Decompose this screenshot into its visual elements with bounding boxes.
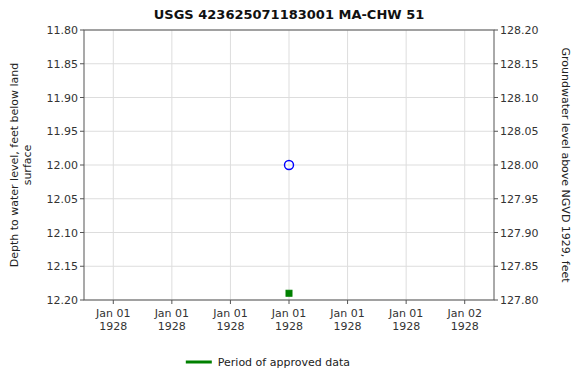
tick [494, 63, 498, 64]
text-line: 1928 [158, 320, 186, 333]
tick [80, 266, 84, 267]
tick-label: 11.90 [47, 92, 79, 105]
text-line: Jan 01 [271, 307, 306, 320]
x-axis: Jan 011928Jan 011928Jan 011928Jan 011928… [95, 300, 482, 333]
point [286, 290, 292, 296]
tick-label: 12.10 [47, 227, 79, 240]
tick-label: Jan 011928 [95, 307, 130, 333]
grid-line [171, 30, 172, 300]
tick-label: 127.80 [500, 294, 539, 307]
text-line: Jan 01 [212, 307, 247, 320]
text-line: Jan 02 [446, 307, 481, 320]
tick [494, 165, 498, 166]
tick [494, 131, 498, 132]
tick-label: Jan 011928 [271, 307, 306, 333]
point [285, 161, 294, 170]
tick-label: Jan 021928 [446, 307, 481, 333]
text-line: Jan 01 [154, 307, 189, 320]
tick-label: Jan 011928 [329, 307, 364, 333]
tick-label: 11.95 [47, 125, 79, 138]
text-line: 1928 [99, 320, 127, 333]
grid-line [113, 30, 114, 300]
tick-label: 127.95 [500, 193, 539, 206]
text-line: 1928 [216, 320, 244, 333]
tick [171, 300, 172, 304]
legend-label: Period of approved data [218, 356, 350, 369]
y2-axis-label: Groundwater level above NGVD 1929, feet [559, 47, 572, 283]
y2-axis: 128.20 128.15 128.10 128.05 128.00 127.95 127.… [494, 24, 539, 307]
tick-label: 128.00 [500, 159, 539, 172]
text-line: Jan 01 [388, 307, 423, 320]
tick-label: 12.20 [47, 294, 79, 307]
tick [80, 63, 84, 64]
grid-line [230, 30, 231, 300]
grid [84, 30, 494, 300]
tick [80, 131, 84, 132]
tick [289, 300, 290, 304]
tick-label: 11.85 [47, 58, 79, 71]
marks [285, 161, 294, 297]
tick [494, 232, 498, 233]
tick [494, 300, 498, 301]
y-axis-label: Depth to water level, feet below landsur… [8, 63, 34, 268]
grid-line [289, 30, 290, 300]
tick-label: 12.00 [47, 159, 79, 172]
tick [80, 198, 84, 199]
text-line: 1928 [392, 320, 420, 333]
legend: Period of approved data [186, 356, 350, 369]
tick-label: 128.20 [500, 24, 539, 37]
text-line: Jan 01 [95, 307, 130, 320]
tick-label: 127.85 [500, 260, 539, 273]
text-line: 1928 [275, 320, 303, 333]
tick [80, 97, 84, 98]
tick [464, 300, 465, 304]
tick [80, 232, 84, 233]
text-line: Depth to water level, feet below land [8, 63, 21, 268]
grid-line [406, 30, 407, 300]
tick-label: 127.90 [500, 227, 539, 240]
tick-label: Jan 011928 [212, 307, 247, 333]
tick-label: Jan 011928 [154, 307, 189, 333]
grid-line [464, 30, 465, 300]
tick [347, 300, 348, 304]
tick-label: 11.80 [47, 24, 79, 37]
text-line: 1928 [451, 320, 479, 333]
text-line: Jan 01 [329, 307, 364, 320]
tick [494, 30, 498, 31]
grid-line [347, 30, 348, 300]
text-line: surface [21, 144, 34, 185]
tick [80, 300, 84, 301]
background [0, 0, 576, 384]
plot-frame [84, 30, 494, 300]
tick-label: 128.10 [500, 92, 539, 105]
tick [406, 300, 407, 304]
tick-label: 128.05 [500, 125, 539, 138]
legend-swatch [186, 361, 212, 364]
title: USGS 423625071183001 MA-CHW 51 [154, 7, 424, 22]
tick [494, 266, 498, 267]
tick [494, 97, 498, 98]
tick [80, 30, 84, 31]
tick [494, 198, 498, 199]
tick-label: 12.05 [47, 193, 79, 206]
tick [113, 300, 114, 304]
tick-label: 128.15 [500, 58, 539, 71]
tick-label: Jan 011928 [388, 307, 423, 333]
tick-label: 12.15 [47, 260, 79, 273]
chart: 11.80 11.85 11.90 11.95 12.00 12.05 12.10 12.15… [0, 0, 576, 384]
tick [230, 300, 231, 304]
y-axis: 11.80 11.85 11.90 11.95 12.00 12.05 12.10 12.15… [47, 24, 85, 307]
text-line: 1928 [334, 320, 362, 333]
tick [80, 165, 84, 166]
